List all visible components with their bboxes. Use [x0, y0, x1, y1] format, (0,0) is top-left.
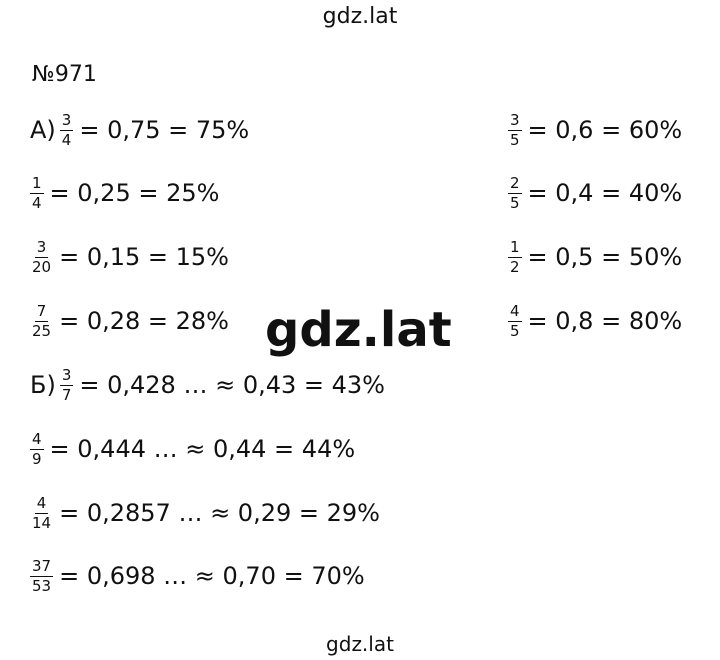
numerator: 4 — [34, 493, 49, 514]
equation-row: 4 9 = 0,444 … ≈ 0,44 = 44% — [30, 424, 355, 474]
equation-row: 7 25 = 0,28 = 28% — [30, 296, 229, 346]
denominator: 2 — [510, 257, 520, 276]
equation-row: 3 20 = 0,15 = 15% — [30, 232, 229, 282]
fraction: 7 25 — [30, 301, 53, 340]
equation-rest: = 0,5 = 50% — [527, 243, 683, 271]
numerator: 3 — [59, 365, 74, 386]
numerator: 3 — [34, 237, 49, 258]
denominator: 9 — [32, 449, 42, 468]
equation-rest: = 0,428 … ≈ 0,43 = 43% — [79, 371, 385, 399]
numerator: 1 — [508, 237, 522, 258]
equation-rest: = 0,6 = 60% — [527, 116, 683, 144]
equation-row: А) 3 4 = 0,75 = 75% — [30, 105, 249, 155]
equation-rest: = 0,444 … ≈ 0,44 = 44% — [49, 435, 356, 463]
equation-row: 1 2 = 0,5 = 50% — [508, 232, 682, 282]
denominator: 5 — [510, 193, 520, 212]
denominator: 5 — [510, 130, 520, 149]
equation-row: 4 5 = 0,8 = 80% — [508, 296, 682, 346]
equation-row: 2 5 = 0,4 = 40% — [508, 168, 682, 218]
denominator: 4 — [32, 193, 42, 212]
denominator: 5 — [510, 321, 520, 340]
fraction: 3 20 — [30, 237, 53, 276]
fraction: 4 14 — [30, 493, 53, 532]
numerator: 4 — [30, 429, 44, 450]
watermark: gdz.lat — [265, 302, 452, 358]
denominator: 14 — [32, 513, 52, 532]
numerator: 7 — [34, 301, 49, 322]
header: gdz.lat — [322, 4, 398, 29]
numerator: 2 — [508, 173, 522, 194]
numerator: 37 — [30, 556, 54, 577]
equation-row: 4 14 = 0,2857 … ≈ 0,29 = 29% — [30, 488, 380, 538]
numerator: 3 — [508, 110, 522, 131]
denominator: 20 — [32, 257, 52, 276]
part-label: А) — [30, 116, 56, 144]
denominator: 25 — [32, 321, 52, 340]
equation-row: Б) 3 7 = 0,428 … ≈ 0,43 = 43% — [30, 360, 385, 410]
equation-row: 37 53 = 0,698 … ≈ 0,70 = 70% — [30, 551, 365, 601]
equation-rest: = 0,75 = 75% — [79, 116, 250, 144]
equation-rest: = 0,25 = 25% — [49, 179, 220, 207]
task-number: №971 — [32, 62, 97, 87]
equation-row: 1 4 = 0,25 = 25% — [30, 168, 219, 218]
denominator: 53 — [32, 576, 52, 595]
numerator: 1 — [30, 173, 44, 194]
numerator: 4 — [508, 301, 522, 322]
footer: gdz.lat — [326, 632, 394, 656]
equation-rest: = 0,698 … ≈ 0,70 = 70% — [59, 562, 365, 590]
equation-rest: = 0,4 = 40% — [527, 179, 683, 207]
numerator: 3 — [59, 110, 74, 131]
equation-row: 3 5 = 0,6 = 60% — [508, 105, 682, 155]
denominator: 4 — [61, 130, 72, 149]
equation-rest: = 0,2857 … ≈ 0,29 = 29% — [59, 499, 380, 527]
denominator: 7 — [61, 385, 72, 404]
part-label: Б) — [30, 371, 56, 399]
fraction: 37 53 — [30, 556, 54, 595]
equation-rest: = 0,28 = 28% — [59, 307, 229, 335]
equation-rest: = 0,15 = 15% — [59, 243, 229, 271]
equation-rest: = 0,8 = 80% — [527, 307, 683, 335]
